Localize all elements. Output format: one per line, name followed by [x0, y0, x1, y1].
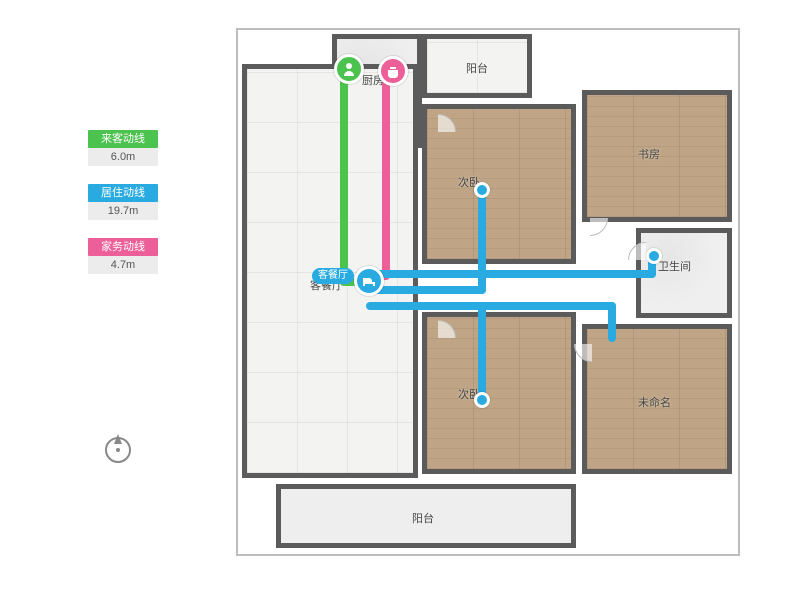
- room-label-balcony_bottom: 阳台: [412, 510, 434, 526]
- path-endpoint: [474, 182, 490, 198]
- pot-icon: [378, 56, 408, 86]
- path-segment: [478, 302, 486, 398]
- path-segment: [366, 302, 616, 310]
- legend-item-guest: 来客动线 6.0m: [88, 130, 158, 166]
- path-segment: [382, 68, 390, 280]
- living-path-label: 客餐厅: [312, 268, 354, 284]
- legend-living-value: 19.7m: [88, 202, 158, 220]
- person-icon: [334, 54, 364, 84]
- path-segment: [478, 186, 486, 294]
- legend: 来客动线 6.0m 居住动线 19.7m 家务动线 4.7m: [88, 130, 158, 292]
- legend-item-living: 居住动线 19.7m: [88, 184, 158, 220]
- path-endpoint: [474, 392, 490, 408]
- path-segment: [608, 302, 616, 342]
- legend-chores-label: 家务动线: [88, 238, 158, 256]
- legend-guest-label: 来客动线: [88, 130, 158, 148]
- bed-icon: [354, 266, 384, 296]
- room-label-study: 书房: [638, 146, 660, 162]
- path-segment: [340, 66, 348, 286]
- room-label-bathroom: 卫生间: [658, 258, 691, 274]
- compass-icon: [100, 430, 136, 466]
- legend-item-chores: 家务动线 4.7m: [88, 238, 158, 274]
- floor-plan: 阳台厨房书房次卧客餐厅卫生间次卧未命名阳台客餐厅: [222, 24, 762, 564]
- path-endpoint: [646, 248, 662, 264]
- path-segment: [366, 286, 486, 294]
- room-label-balcony_top: 阳台: [466, 60, 488, 76]
- legend-chores-value: 4.7m: [88, 256, 158, 274]
- legend-living-label: 居住动线: [88, 184, 158, 202]
- room-label-unnamed: 未命名: [638, 394, 671, 410]
- legend-guest-value: 6.0m: [88, 148, 158, 166]
- path-segment: [366, 270, 656, 278]
